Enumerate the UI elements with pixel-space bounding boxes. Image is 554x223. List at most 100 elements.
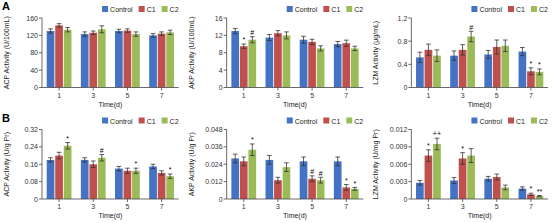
error-line xyxy=(67,143,68,150)
bar xyxy=(484,179,492,199)
y-tick xyxy=(224,70,227,71)
error-cap xyxy=(529,74,534,75)
y-tick-label: 8 xyxy=(219,49,223,56)
legend-swatch xyxy=(346,6,352,12)
x-tick-label: 1 xyxy=(57,92,61,99)
error-cap xyxy=(352,50,357,51)
bar xyxy=(55,156,63,199)
error-cap xyxy=(418,62,423,63)
error-line xyxy=(320,177,321,183)
legend-label: C1 xyxy=(147,6,156,13)
error-cap xyxy=(352,190,357,191)
plot-area xyxy=(47,24,174,88)
x-tick-label: 1 xyxy=(57,203,61,210)
error-bar xyxy=(82,32,87,36)
error-cap xyxy=(310,175,315,176)
error-bar xyxy=(134,168,139,173)
error-line xyxy=(170,174,171,178)
error-line xyxy=(522,187,523,190)
y-tick xyxy=(408,199,411,200)
y-tick-label: 120 xyxy=(26,32,38,39)
error-line xyxy=(235,154,236,163)
x-tick-label: 1 xyxy=(242,203,246,210)
x-tick xyxy=(428,199,429,202)
error-bar xyxy=(418,180,423,185)
x-tick xyxy=(59,88,60,91)
significance-marker: * xyxy=(461,145,464,152)
bar xyxy=(158,34,166,88)
error-cap xyxy=(318,51,323,52)
y-axis-label: AKP Activity (U/100mL) xyxy=(188,16,196,89)
error-cap xyxy=(352,46,357,47)
error-cap xyxy=(537,196,542,197)
error-bar xyxy=(241,157,246,166)
page: {"chart_data": [ {"type": "bar", "panel_… xyxy=(0,0,554,223)
error-cap xyxy=(99,160,104,161)
plot-area xyxy=(47,143,174,199)
error-cap xyxy=(267,164,272,165)
error-line xyxy=(454,51,455,60)
error-cap xyxy=(469,41,474,42)
bar xyxy=(459,158,467,199)
figure: 040801201601357Time(d)ACP Activity (U/10… xyxy=(0,0,554,223)
error-cap xyxy=(301,157,306,158)
error-cap xyxy=(82,36,87,37)
y-axis-label: LZM Activity (U/mg Pr) xyxy=(372,129,380,199)
error-cap xyxy=(494,174,499,175)
y-tick-label: 0 xyxy=(219,84,223,91)
x-axis-line xyxy=(227,199,364,200)
x-tick-label: 3 xyxy=(276,203,280,210)
error-bar xyxy=(520,187,525,190)
x-tick xyxy=(93,88,94,91)
error-cap xyxy=(267,34,272,35)
error-cap xyxy=(284,162,289,163)
error-cap xyxy=(250,42,255,43)
x-tick xyxy=(346,88,347,91)
error-cap xyxy=(117,32,122,33)
error-bar xyxy=(99,154,104,161)
plot-area xyxy=(416,138,543,199)
error-cap xyxy=(452,183,457,184)
y-tick xyxy=(39,164,42,165)
error-line xyxy=(170,30,171,34)
error-bar xyxy=(469,149,474,163)
error-cap xyxy=(537,74,542,75)
y-tick-label: 0.24 xyxy=(24,143,38,150)
error-cap xyxy=(335,46,340,47)
error-line xyxy=(454,178,455,184)
legend-swatch xyxy=(508,118,514,124)
legend-swatch xyxy=(323,6,329,12)
subplot: ***++**00.0030.0060.0090.0121357Time(d)L… xyxy=(372,118,548,221)
legend: ControlC1C2 xyxy=(287,118,364,125)
bar xyxy=(274,180,282,199)
y-tick-label: 0.32 xyxy=(24,126,38,133)
x-tick xyxy=(277,199,278,202)
bar xyxy=(519,52,527,88)
error-cap xyxy=(469,162,474,163)
bar xyxy=(248,150,256,199)
error-cap xyxy=(65,27,70,28)
error-cap xyxy=(310,181,315,182)
error-bar xyxy=(435,50,440,62)
error-line xyxy=(50,29,51,33)
plot-area xyxy=(231,28,358,87)
error-cap xyxy=(48,162,53,163)
error-cap xyxy=(426,55,431,56)
error-cap xyxy=(159,170,164,171)
error-cap xyxy=(233,33,238,34)
legend-swatch xyxy=(531,6,537,12)
y-tick xyxy=(408,164,411,165)
error-cap xyxy=(134,168,139,169)
error-line xyxy=(462,45,463,55)
error-cap xyxy=(151,168,156,169)
error-bar xyxy=(82,158,87,162)
legend-label: C1 xyxy=(147,118,156,125)
y-tick-label: 0 xyxy=(403,196,407,203)
bar xyxy=(283,35,291,87)
x-tick xyxy=(277,88,278,91)
error-cap xyxy=(335,41,340,42)
error-line xyxy=(428,44,429,56)
bar xyxy=(47,160,55,199)
error-cap xyxy=(520,55,525,56)
x-axis-label: Time(d) xyxy=(98,101,122,109)
